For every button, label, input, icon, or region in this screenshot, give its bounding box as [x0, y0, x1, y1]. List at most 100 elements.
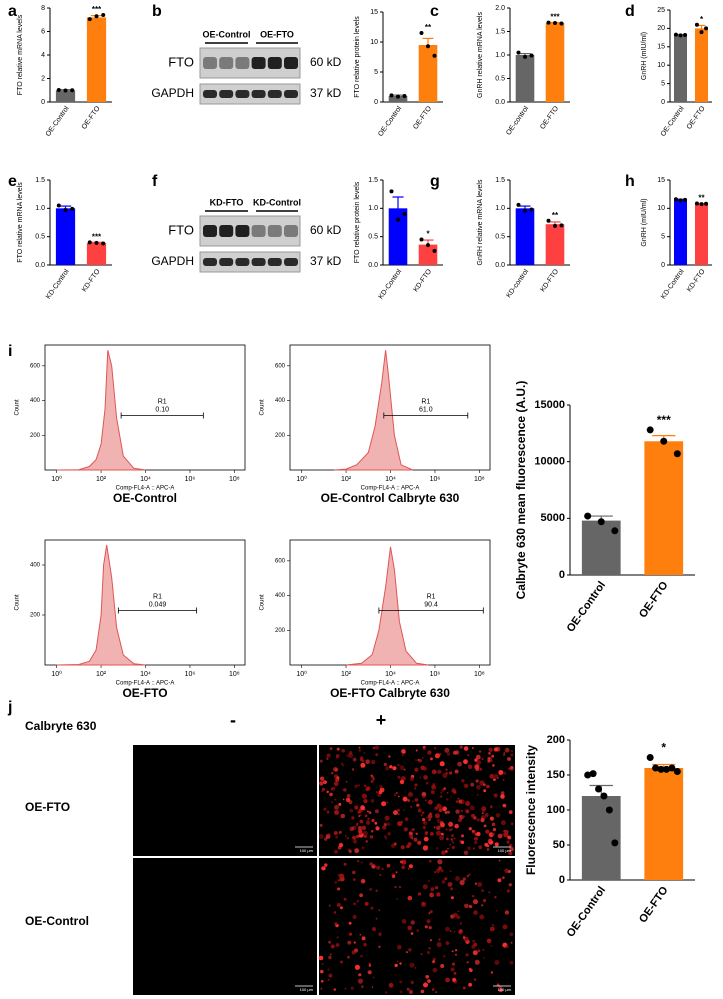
y-tick-label: 0 [41, 99, 45, 106]
cell-spot [334, 881, 338, 884]
cell-spot [414, 967, 417, 969]
cell-spot [476, 793, 479, 796]
cell-spot [472, 894, 475, 898]
significance-label: * [661, 741, 666, 755]
cell-spot [344, 987, 347, 990]
cell-spot [481, 757, 484, 761]
blot-band [219, 225, 234, 237]
cell-spot [360, 805, 365, 811]
cell-spot [358, 973, 362, 977]
panel-title: OE-FTO Calbryte 630 [330, 686, 450, 700]
cell-spot [413, 837, 418, 842]
y-tick-label: 0.0 [35, 262, 45, 269]
cell-spot [496, 909, 498, 912]
scale-bar-label: 100 μm [300, 848, 314, 853]
cell-spot [434, 806, 439, 811]
cell-spot [381, 868, 384, 871]
histogram-area [334, 350, 413, 471]
micrograph-image [133, 858, 317, 995]
y-tick-label: 0 [661, 99, 665, 106]
cell-spot [509, 932, 514, 937]
data-point [70, 88, 75, 93]
panel-title: OE-Control [113, 491, 177, 505]
cell-spot [340, 960, 343, 964]
cell-spot [408, 989, 413, 995]
y-tick-label: 400 [275, 593, 286, 599]
cell-spot [490, 971, 494, 974]
cell-spot [399, 990, 403, 994]
data-point [546, 218, 551, 223]
data-point [605, 806, 613, 814]
gate-name: R1 [158, 398, 167, 405]
data-point [101, 13, 106, 18]
cell-spot [422, 818, 426, 822]
cell-spot [445, 941, 450, 945]
cell-spot [361, 825, 367, 831]
cell-spot [481, 812, 484, 815]
cell-spot [328, 973, 333, 978]
cell-spot [422, 746, 426, 751]
cell-spot [500, 794, 505, 799]
cell-spot [510, 765, 514, 770]
cell-spot [345, 780, 348, 783]
cell-spot [428, 926, 432, 930]
cell-spot [471, 747, 474, 749]
panel-label: d [625, 3, 635, 20]
cell-spot [361, 846, 365, 850]
cell-spot [428, 880, 430, 882]
cell-spot [472, 950, 478, 956]
cell-spot [397, 821, 403, 827]
cell-spot [418, 759, 422, 763]
cell-spot [468, 827, 472, 831]
data-point [694, 201, 699, 206]
data-point [56, 203, 61, 208]
y-tick-label: 1.0 [495, 52, 505, 59]
cell-spot [416, 803, 420, 807]
cell-spot [432, 967, 438, 973]
cell-spot [483, 824, 487, 828]
cell-spot [417, 840, 422, 845]
blot-band [219, 258, 234, 266]
blot-band [219, 90, 234, 98]
y-tick-label: 200 [275, 433, 286, 439]
y-tick-label: 10000 [534, 456, 565, 468]
cell-spot [354, 848, 360, 854]
x-tick-label: 10⁶ [185, 476, 196, 483]
cell-spot [334, 798, 337, 801]
cell-spot [474, 882, 478, 885]
cell-spot [326, 790, 329, 794]
cell-spot [375, 753, 379, 757]
cell-spot [415, 832, 418, 835]
cell-spot [479, 767, 483, 771]
data-point [699, 30, 704, 35]
cell-spot [336, 903, 341, 907]
cell-spot [468, 967, 472, 971]
micrograph-image [133, 745, 317, 856]
cell-spot [430, 757, 433, 761]
panel-title: OE-Control Calbryte 630 [321, 491, 460, 505]
cell-spot [465, 801, 471, 806]
y-tick-label: 15 [370, 9, 378, 16]
cell-spot [321, 787, 325, 792]
cell-spot [434, 886, 439, 890]
data-point [678, 198, 683, 203]
cell-spot [358, 784, 360, 787]
cell-spot [364, 784, 367, 788]
cell-spot [379, 785, 383, 789]
cell-spot [381, 801, 387, 807]
y-tick-label: 5000 [541, 512, 565, 524]
cell-spot [482, 948, 485, 952]
y-axis-label: Count [15, 399, 21, 415]
y-tick-label: 20 [657, 25, 665, 32]
scale-bar-label: 100 μm [300, 987, 314, 992]
cell-spot [511, 750, 513, 752]
cell-spot [493, 793, 498, 798]
cell-spot [458, 929, 463, 935]
y-axis-label: GnRH relative mRNA levels [477, 179, 484, 265]
cell-spot [440, 795, 443, 798]
significance-label: ** [552, 211, 559, 220]
cell-spot [447, 810, 450, 814]
blot-band [235, 57, 250, 69]
cell-spot [453, 930, 456, 933]
cell-spot [429, 910, 433, 914]
